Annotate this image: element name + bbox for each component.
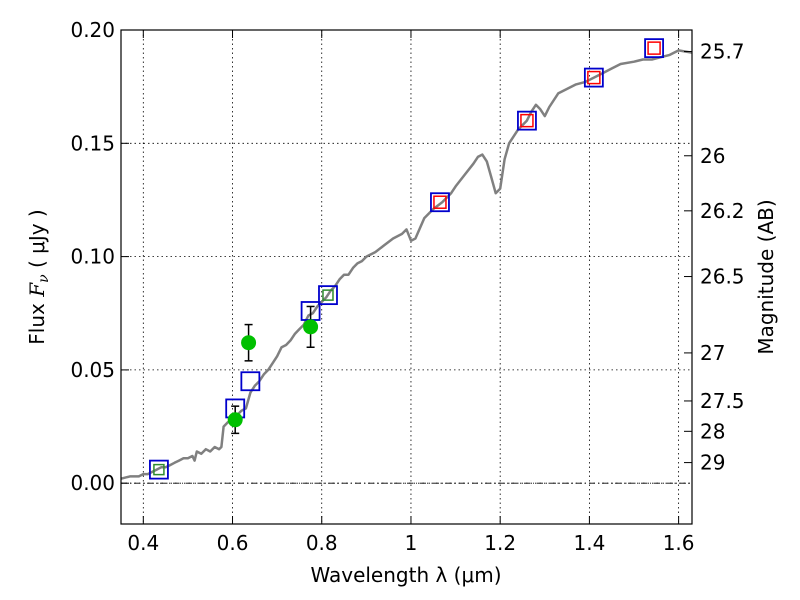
y-tick-label: 0.10 — [70, 245, 115, 269]
photometry-inner-marker — [153, 463, 165, 476]
photometry-inner-marker — [587, 70, 601, 85]
photometry-square — [240, 371, 261, 392]
observed-point — [227, 412, 243, 428]
observed-point — [303, 319, 319, 335]
y-axis-title-prefix: Flux — [25, 297, 49, 345]
y-tick-label: 0.20 — [70, 18, 115, 42]
model-sed-path — [120, 49, 693, 480]
x-tick-label: 1.6 — [663, 531, 695, 555]
mag-tick-label: 26 — [700, 144, 725, 168]
photometry-inner-marker — [322, 289, 334, 301]
photometry-square — [517, 110, 537, 131]
y-tick-label: 0.05 — [70, 358, 115, 382]
mag-tick-label: 28 — [700, 419, 725, 443]
y-axis-title-symbol: F — [25, 282, 49, 298]
x-tick-label: 0.6 — [217, 531, 249, 555]
x-tick-label: 0.8 — [306, 531, 338, 555]
mag-tick-label: 27.5 — [700, 389, 745, 413]
x-tick-label: 1 — [405, 531, 418, 555]
photometry-square — [318, 285, 338, 306]
observed-photometry — [227, 305, 319, 435]
y-axis-title: Flux Fν ( μJy ) — [25, 209, 52, 344]
observed-point — [241, 335, 257, 351]
photometry-square — [644, 38, 664, 59]
mag-tick-label: 29 — [700, 451, 725, 475]
photometry-square — [149, 459, 169, 480]
photometry-square — [583, 67, 604, 88]
photometry-inner-marker — [520, 113, 534, 128]
mag-tick-label: 25.7 — [700, 40, 745, 64]
mag-tick-label: 26.5 — [700, 265, 745, 289]
x-axis-title: Wavelength λ (μm) — [310, 563, 501, 587]
mag-tick-label: 27 — [700, 341, 725, 365]
photometry-inner-marker — [647, 41, 661, 55]
x-tick-label: 1.2 — [484, 531, 516, 555]
x-tick-label: 0.4 — [127, 531, 159, 555]
mag-tick-label: 26.2 — [700, 199, 745, 223]
y-tick-label: 0.00 — [70, 471, 115, 495]
model-photometry — [149, 38, 664, 480]
axis-ticks: 0.4 0.6 0.8 1 1.2 1.4 1.6 0.00 0.05 0.10 0.15 0.20 2… — [70, 18, 744, 555]
y-axis-title-suffix: ( μJy ) — [25, 209, 49, 274]
photometry-inner-marker — [433, 195, 447, 209]
photometry-square — [430, 192, 450, 213]
y-axis-title-subscript: ν — [36, 274, 52, 283]
model-sed-line — [120, 49, 693, 480]
x-tick-label: 1.4 — [573, 531, 605, 555]
y-tick-label: 0.15 — [70, 131, 115, 155]
y2-axis-title: Magnitude (AB) — [754, 199, 778, 354]
